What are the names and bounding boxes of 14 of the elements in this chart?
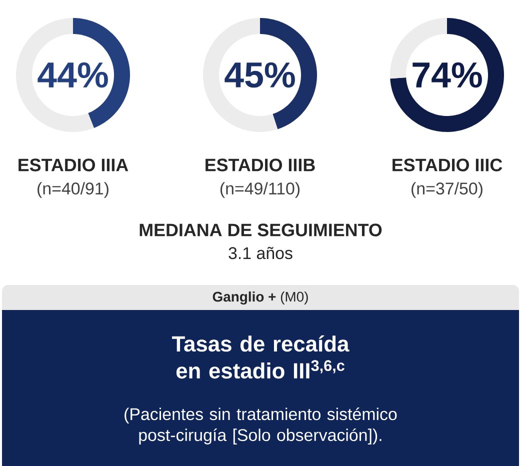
text: Ganglio + (M0) bbox=[212, 291, 308, 305]
text: 3.1 años bbox=[228, 246, 292, 260]
text: (Pacientes sin tratamiento sistémico post-cirugía [Solo observación]). bbox=[124, 408, 397, 444]
text: (n=49/110) bbox=[220, 182, 300, 198]
text: MEDIANA DE SEGUIMIENTO bbox=[140, 224, 382, 236]
text: 74% bbox=[412, 62, 482, 88]
text: ESTADIO IIIA bbox=[18, 158, 128, 172]
text: Tasas de recaída en estadio III$^{3,6,c}$ bbox=[172, 335, 350, 379]
text: 45% bbox=[224, 62, 295, 88]
text: (n=40/91) bbox=[38, 182, 108, 198]
text: ESTADIO IIIC bbox=[392, 158, 502, 172]
text: ESTADIO IIIB bbox=[206, 158, 315, 172]
text: (n=37/50) bbox=[412, 182, 482, 198]
text: 44% bbox=[38, 62, 108, 88]
